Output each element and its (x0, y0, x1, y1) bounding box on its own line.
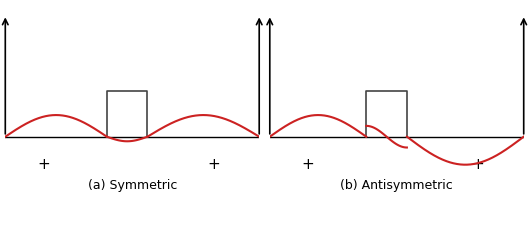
Text: +: + (302, 157, 314, 172)
Text: +: + (472, 157, 485, 172)
Text: (b) Antisymmetric: (b) Antisymmetric (340, 179, 453, 192)
Text: +: + (207, 157, 220, 172)
Text: +: + (37, 157, 50, 172)
Text: (a) Symmetric: (a) Symmetric (88, 179, 177, 192)
